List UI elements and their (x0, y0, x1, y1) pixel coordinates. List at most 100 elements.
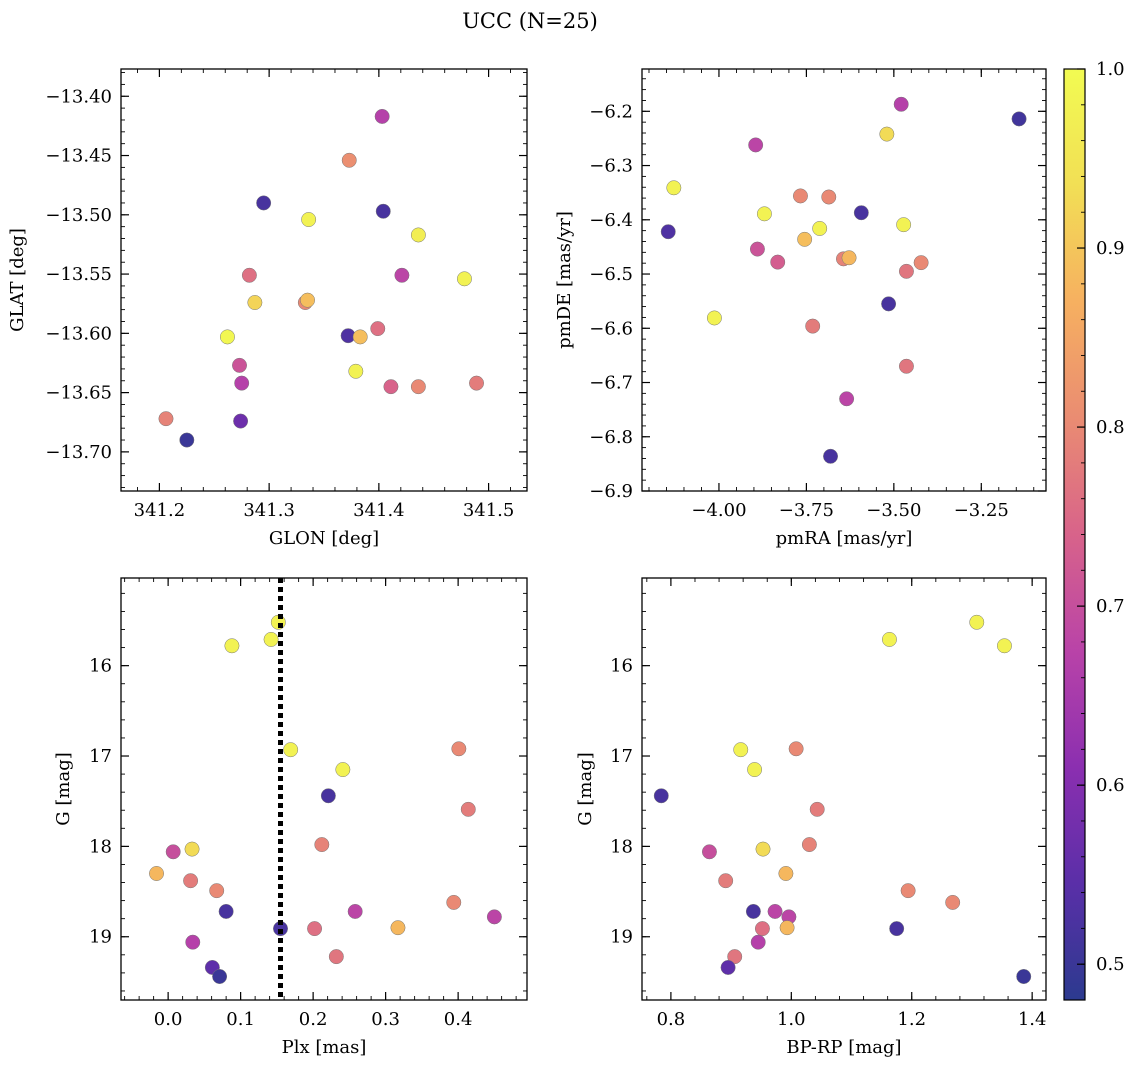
data-point (706, 310, 722, 326)
x-tick-label: −3.25 (954, 500, 1009, 521)
data-point (451, 741, 467, 757)
data-point (218, 903, 234, 919)
y-tick-label: 17 (610, 746, 633, 767)
data-point (410, 227, 426, 243)
y-tick-label: −6.8 (589, 427, 633, 448)
data-point (457, 271, 472, 287)
data-point (185, 934, 201, 950)
x-tick-label: −3.50 (866, 500, 921, 521)
x-tick-label: 0.8 (657, 1009, 686, 1030)
y-tick-label: −6.4 (589, 210, 633, 231)
data-point (881, 296, 897, 312)
y-tick-label: 18 (610, 836, 633, 857)
data-point (754, 921, 770, 937)
data-point (370, 321, 386, 337)
axes-frame (120, 68, 528, 492)
x-tick-label: 0.3 (371, 1009, 400, 1030)
data-point (263, 631, 279, 647)
y-tick-label: 18 (89, 836, 112, 857)
y-tick-label: −6.9 (589, 481, 633, 502)
axes-frame (641, 68, 1047, 492)
x-tick-label: −3.75 (779, 500, 834, 521)
data-point (149, 866, 164, 881)
data-point (767, 903, 783, 919)
data-point (898, 263, 914, 279)
x-axis-label: GLON [deg] (269, 528, 379, 549)
data-point (747, 762, 763, 778)
colorbar-tick-label: 0.8 (1096, 417, 1125, 438)
data-point (234, 375, 250, 391)
data-point (805, 318, 821, 334)
data-point (660, 224, 676, 240)
panel-1: 341.2 341.3 341.4 341.5 −13.40 −13.45 −13.50 −1… (7, 68, 528, 549)
axes-frame (120, 577, 528, 1001)
y-tick-label: −6.6 (589, 318, 633, 339)
panel-3: 0.0 0.1 0.2 0.3 0.4 16 17 18 19 Plx [mas] G [mag] (53, 577, 528, 1058)
data-point (347, 903, 363, 919)
data-point (779, 920, 795, 936)
data-point (853, 205, 869, 221)
points-layer (660, 96, 1027, 464)
x-tick-label: 0.1 (226, 1009, 255, 1030)
panel-4: 0.8 1.0 1.2 1.4 16 17 18 19 BP-RP [mag] G [mag] (575, 577, 1047, 1058)
data-point (184, 841, 200, 857)
data-point (770, 254, 786, 270)
data-point (410, 379, 426, 395)
x-tick-label: 0.2 (299, 1009, 328, 1030)
data-point (653, 788, 669, 804)
data-point (307, 921, 323, 937)
colorbar-tick-label: 1.0 (1096, 59, 1125, 80)
y-axis-label: GLAT [deg] (7, 228, 28, 332)
data-point (394, 267, 410, 283)
y-tick-label: 17 (89, 746, 112, 767)
data-point (232, 357, 247, 373)
x-tick-label: −4.00 (691, 500, 746, 521)
data-point (469, 375, 484, 391)
y-axis-label: pmDE [mas/yr] (554, 211, 575, 349)
data-point (733, 742, 749, 758)
data-point (301, 212, 317, 227)
data-point (374, 108, 390, 124)
data-point (183, 873, 199, 889)
data-point (718, 873, 734, 889)
y-tick-label: −6.2 (589, 101, 633, 122)
figure-title: UCC (N=25) (462, 9, 598, 33)
data-point (945, 894, 961, 910)
data-point (352, 329, 368, 345)
y-tick-label: −6.5 (589, 264, 633, 285)
x-axis-label: BP-RP [mag] (786, 1037, 901, 1058)
x-tick-label: 1.4 (1018, 1009, 1047, 1030)
data-point (224, 638, 240, 654)
data-point (446, 894, 462, 910)
data-point (375, 203, 391, 219)
data-point (889, 921, 905, 937)
y-tick-label: −13.60 (45, 323, 112, 344)
data-point (755, 841, 771, 857)
data-point (969, 614, 985, 630)
axes-frame (641, 577, 1047, 1001)
x-tick-label: 0.4 (444, 1009, 473, 1030)
y-axis-label: G [mag] (53, 752, 74, 825)
y-tick-label: 16 (89, 656, 112, 677)
x-tick-label: 1.0 (777, 1009, 806, 1030)
data-point (241, 267, 257, 283)
data-point (390, 920, 406, 936)
data-point (256, 195, 272, 211)
data-point (701, 844, 717, 860)
data-point (247, 295, 263, 310)
data-point (720, 960, 736, 975)
data-point (745, 903, 761, 919)
x-tick-label: 0.0 (154, 1009, 183, 1030)
y-tick-label: −13.55 (45, 264, 112, 285)
colorbar: 0.5 0.6 0.7 0.8 0.9 1.0 (1063, 59, 1125, 1001)
x-tick-label: 341.5 (463, 500, 515, 521)
data-point (898, 358, 914, 374)
data-point (314, 837, 330, 853)
data-point (749, 241, 765, 257)
data-point (793, 188, 808, 204)
data-point (283, 742, 299, 758)
data-point (212, 969, 228, 984)
data-point (219, 329, 235, 345)
colorbar-tick-label: 0.7 (1096, 596, 1125, 617)
